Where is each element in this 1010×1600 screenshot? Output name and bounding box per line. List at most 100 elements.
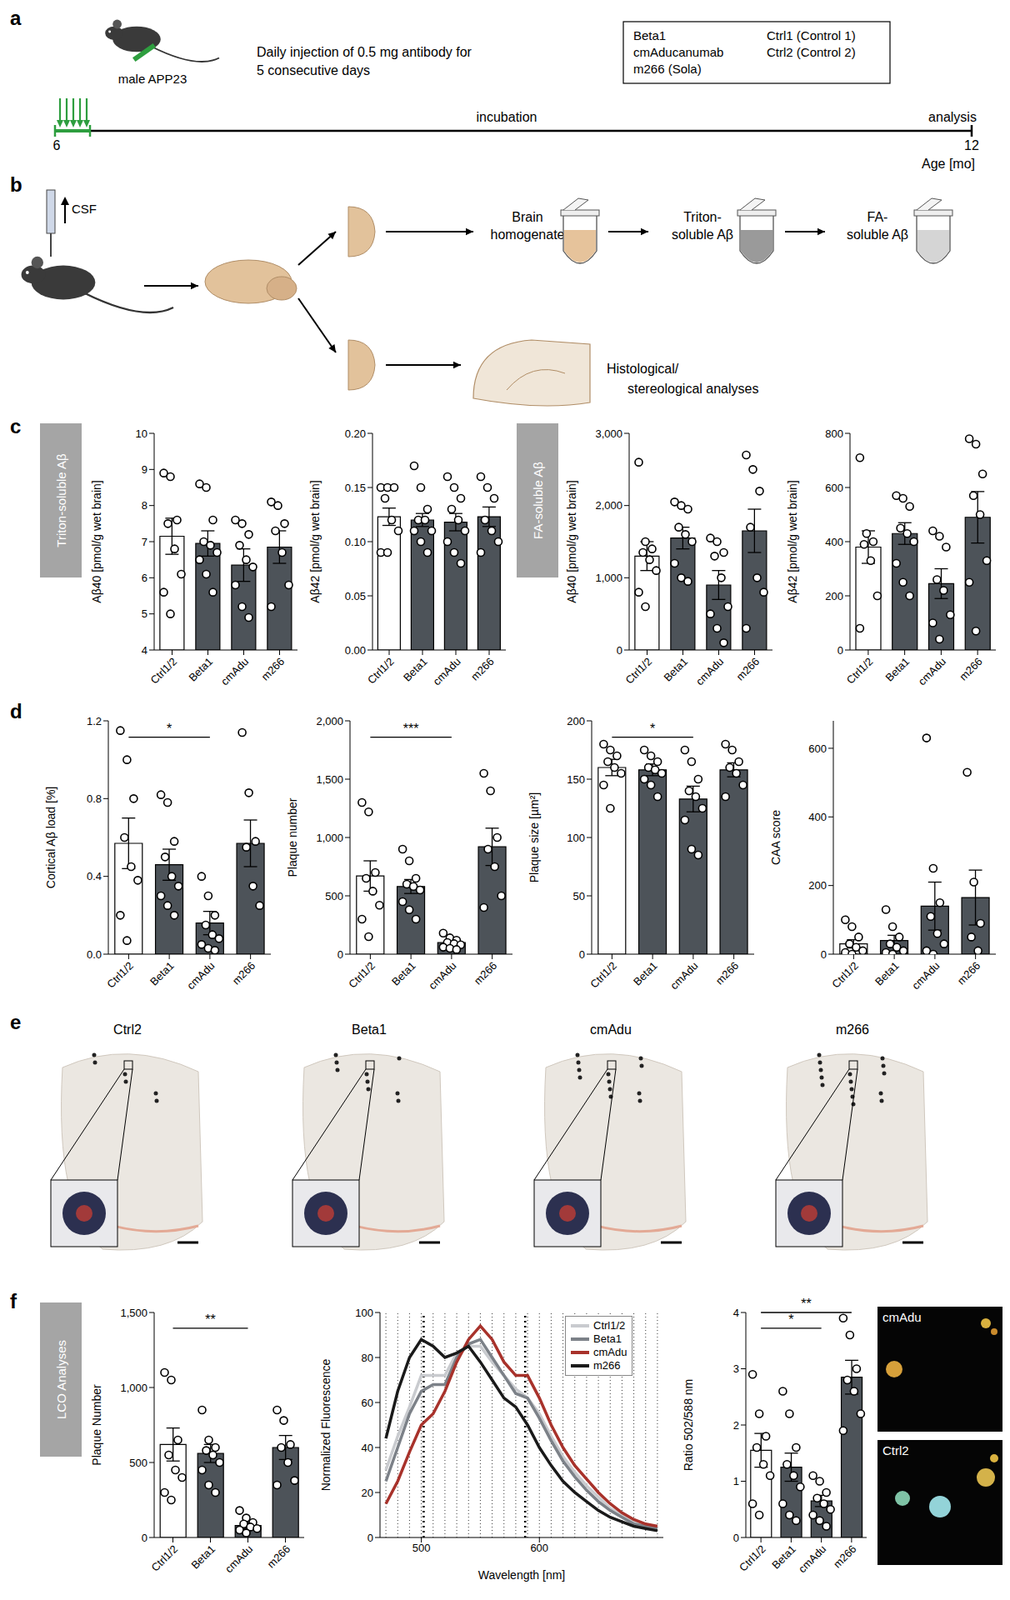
svg-text:0: 0 <box>367 1531 374 1545</box>
svg-text:0: 0 <box>337 948 344 961</box>
svg-text:600: 600 <box>530 1541 549 1555</box>
svg-text:cmAdu: cmAdu <box>882 1310 922 1325</box>
svg-text:1,500: 1,500 <box>315 773 344 786</box>
svg-text:Ctrl1/2: Ctrl1/2 <box>147 655 180 687</box>
svg-text:FA-soluble Aβ: FA-soluble Aβ <box>846 210 909 242</box>
svg-text:0: 0 <box>616 644 623 657</box>
svg-text:cmAdu: cmAdu <box>590 1022 632 1037</box>
svg-text:3: 3 <box>733 1362 740 1375</box>
svg-text:Aβ40 [pmol/g wet brain]: Aβ40 [pmol/g wet brain] <box>90 480 104 603</box>
svg-text:Plaque size [µm²]: Plaque size [µm²] <box>527 792 541 883</box>
svg-text:m266: m266 <box>259 655 288 684</box>
svg-text:cmAdu: cmAdu <box>693 655 726 688</box>
svg-text:Wavelength [nm]: Wavelength [nm] <box>478 1568 566 1582</box>
svg-text:0.00: 0.00 <box>345 644 366 657</box>
svg-text:m266: m266 <box>956 655 985 684</box>
svg-text:Ctrl1/2: Ctrl1/2 <box>844 655 876 687</box>
svg-text:800: 800 <box>825 427 844 440</box>
svg-text:incubation: incubation <box>476 110 538 125</box>
svg-text:6: 6 <box>141 571 148 585</box>
svg-text:0: 0 <box>579 948 585 961</box>
svg-text:***: *** <box>403 721 420 736</box>
svg-text:200: 200 <box>566 715 585 728</box>
svg-text:500: 500 <box>325 890 344 903</box>
svg-text:stereological analyses: stereological analyses <box>627 381 759 396</box>
svg-text:5 consecutive days: 5 consecutive days <box>256 63 370 78</box>
svg-text:0.4: 0.4 <box>86 870 102 883</box>
svg-text:1,000: 1,000 <box>120 1381 148 1395</box>
svg-text:m266: m266 <box>468 655 497 684</box>
svg-text:Triton-soluble Aβ: Triton-soluble Aβ <box>671 210 734 242</box>
svg-text:analysis: analysis <box>928 110 977 125</box>
svg-text:m266: m266 <box>835 1022 870 1037</box>
svg-text:Aβ42 [pmol/g wet brain]: Aβ42 [pmol/g wet brain] <box>308 480 322 603</box>
svg-text:Beta1: Beta1 <box>189 1542 219 1572</box>
svg-text:40: 40 <box>361 1441 374 1455</box>
svg-text:Beta1: Beta1 <box>883 655 913 685</box>
svg-text:Beta1: Beta1 <box>630 959 660 989</box>
svg-text:5: 5 <box>141 607 148 620</box>
svg-text:1.2: 1.2 <box>86 715 102 728</box>
svg-text:**: ** <box>800 1296 811 1311</box>
svg-text:12: 12 <box>964 138 980 153</box>
svg-text:8: 8 <box>141 499 148 512</box>
svg-text:Ctrl1/2: Ctrl1/2 <box>148 1542 180 1575</box>
svg-text:0.20: 0.20 <box>345 427 366 440</box>
svg-text:cmAdu: cmAdu <box>425 959 459 992</box>
svg-text:*: * <box>650 721 655 736</box>
svg-text:0: 0 <box>733 1531 740 1545</box>
svg-text:1,000: 1,000 <box>315 831 344 845</box>
svg-text:m266: m266 <box>471 959 500 988</box>
svg-text:Beta1: Beta1 <box>769 1542 799 1572</box>
svg-text:cmAdu: cmAdu <box>909 959 942 992</box>
svg-text:male APP23: male APP23 <box>118 71 188 86</box>
svg-text:Plaque Number: Plaque Number <box>90 1384 104 1466</box>
svg-text:cmAdu: cmAdu <box>430 655 463 688</box>
svg-text:4: 4 <box>733 1306 740 1320</box>
svg-text:Ctrl2: Ctrl2 <box>113 1022 142 1037</box>
svg-text:Aβ40 [pmol/g wet brain]: Aβ40 [pmol/g wet brain] <box>565 480 579 603</box>
svg-text:0.8: 0.8 <box>86 792 102 805</box>
svg-text:cmAdu: cmAdu <box>218 655 251 688</box>
svg-text:*: * <box>788 1312 794 1327</box>
svg-text:LCO Analyses: LCO Analyses <box>54 1340 69 1420</box>
svg-text:1: 1 <box>733 1475 740 1488</box>
svg-text:Beta1: Beta1 <box>351 1022 387 1037</box>
svg-text:Beta1: Beta1 <box>186 655 216 685</box>
svg-text:200: 200 <box>808 879 827 892</box>
svg-text:500: 500 <box>412 1541 431 1555</box>
svg-text:Histological/: Histological/ <box>606 361 680 376</box>
svg-text:1,000: 1,000 <box>595 571 623 585</box>
svg-text:m266: m266 <box>734 655 763 684</box>
svg-text:60: 60 <box>361 1396 374 1410</box>
svg-text:Beta1: Beta1 <box>147 959 177 989</box>
svg-text:0.0: 0.0 <box>86 948 102 961</box>
svg-text:50: 50 <box>573 890 585 903</box>
svg-text:CSF: CSF <box>71 201 97 216</box>
svg-text:7: 7 <box>141 535 148 549</box>
svg-text:150: 150 <box>566 773 585 786</box>
svg-text:80: 80 <box>361 1351 374 1365</box>
svg-text:Ctrl1/2: Ctrl1/2 <box>736 1542 769 1575</box>
svg-text:Ctrl1/2: Ctrl1/2 <box>345 959 378 991</box>
svg-text:cmAdu: cmAdu <box>184 959 217 992</box>
svg-text:0: 0 <box>820 948 827 961</box>
svg-text:m266: m266 <box>955 959 984 988</box>
svg-text:cmAdu: cmAdu <box>795 1542 829 1575</box>
svg-text:3,000: 3,000 <box>595 427 623 440</box>
svg-text:*: * <box>166 721 172 736</box>
svg-text:Daily injection of 0.5 mg anti: Daily injection of 0.5 mg antibody for <box>256 45 473 60</box>
svg-text:Ctrl1/2: Ctrl1/2 <box>622 655 655 687</box>
svg-text:0.10: 0.10 <box>345 535 366 549</box>
svg-text:Triton-soluble Aβ: Triton-soluble Aβ <box>54 453 69 548</box>
svg-text:4: 4 <box>141 644 148 657</box>
svg-text:cmAdu: cmAdu <box>915 655 949 688</box>
svg-text:0: 0 <box>141 1531 148 1545</box>
svg-text:0.05: 0.05 <box>345 590 366 603</box>
svg-text:100: 100 <box>566 831 585 845</box>
svg-text:m266: m266 <box>713 959 742 988</box>
svg-text:1,500: 1,500 <box>120 1306 148 1320</box>
svg-text:2,000: 2,000 <box>595 499 623 512</box>
svg-text:Beta1: Beta1 <box>400 655 430 685</box>
svg-text:cmAdu: cmAdu <box>222 1542 255 1575</box>
